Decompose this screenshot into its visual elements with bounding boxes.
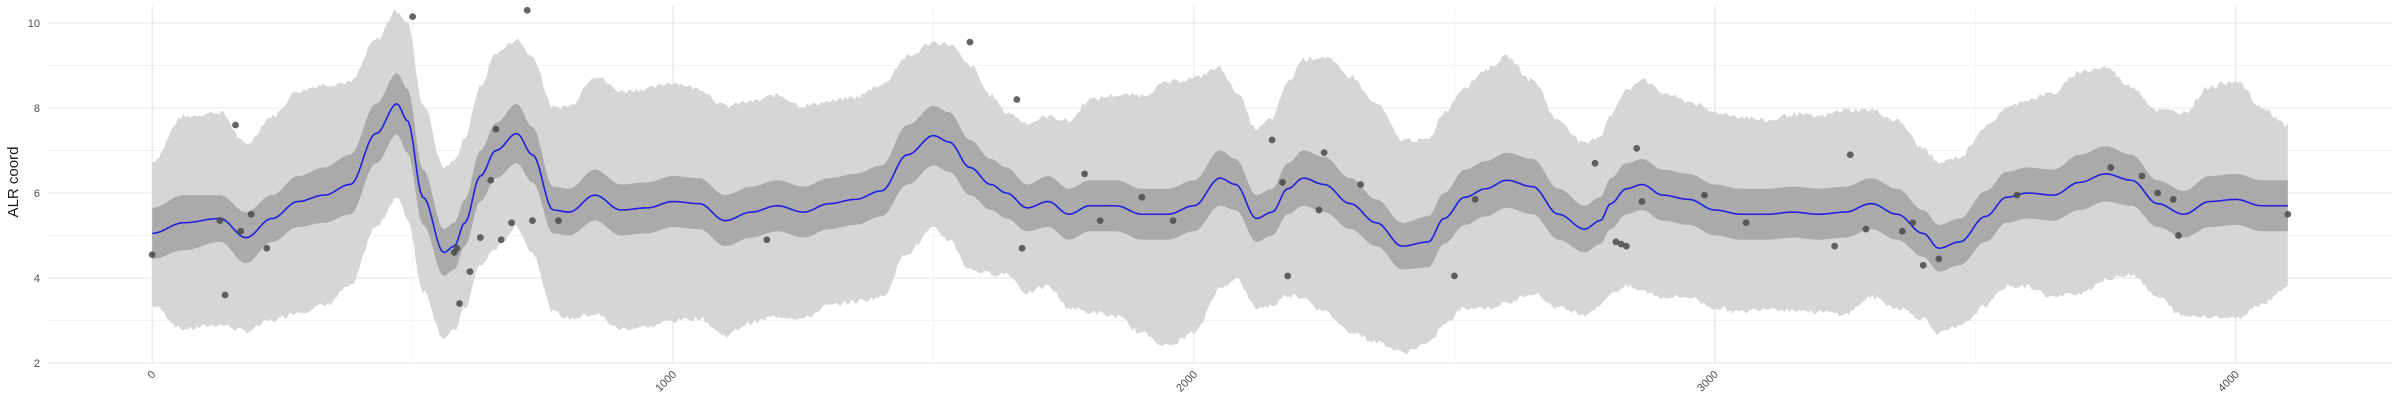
data-point	[1096, 217, 1104, 225]
data-point	[2138, 172, 2146, 180]
data-point	[216, 217, 224, 225]
y-axis-title: ALR coord	[5, 147, 22, 218]
data-point	[221, 291, 229, 299]
y-tick-label: 2	[34, 358, 40, 370]
data-point	[237, 227, 245, 235]
y-tick-label: 4	[34, 273, 40, 285]
data-point	[529, 217, 536, 225]
data-point	[1862, 225, 1870, 233]
data-point	[409, 13, 417, 21]
data-point	[1622, 242, 1630, 250]
y-tick-label: 8	[34, 103, 40, 115]
data-point	[148, 251, 156, 259]
data-point	[763, 236, 771, 244]
data-point	[1451, 272, 1458, 280]
data-point	[2175, 232, 2182, 239]
data-point	[1284, 272, 1292, 280]
data-point	[1279, 178, 1286, 186]
data-point	[1935, 255, 1943, 263]
data-point	[453, 244, 461, 252]
mean-line-layer	[152, 102, 2288, 254]
data-point	[1268, 136, 1276, 144]
y-tick-label: 6	[34, 188, 40, 200]
data-point	[1633, 144, 1641, 152]
data-point	[1081, 170, 1088, 178]
data-point	[1742, 219, 1750, 227]
mean-line	[152, 102, 2288, 254]
data-point	[1018, 244, 1026, 252]
data-point	[1471, 195, 1479, 203]
data-point	[232, 121, 239, 129]
data-point	[1612, 238, 1620, 246]
data-point	[2107, 164, 2115, 171]
data-point	[1898, 227, 1906, 235]
data-point	[1591, 159, 1599, 167]
x-axis-ticks: 0 1000 2000 3000 4000	[145, 369, 2241, 395]
x-tick-label: 1000	[653, 369, 679, 395]
data-point	[2169, 195, 2177, 203]
data-point	[456, 300, 463, 307]
data-point	[497, 236, 505, 244]
data-point	[1169, 217, 1177, 225]
data-point	[1138, 193, 1146, 201]
x-tick-label: 2000	[1174, 369, 1200, 395]
points-layer	[148, 6, 2292, 307]
data-point	[1638, 198, 1646, 205]
data-point	[508, 219, 515, 227]
data-point	[1831, 242, 1839, 250]
data-point	[1909, 219, 1917, 227]
data-point	[1315, 206, 1323, 214]
y-axis-ticks: 2 4 6 8 10	[28, 18, 40, 370]
data-point	[1919, 261, 1927, 269]
data-point	[247, 210, 255, 218]
x-tick-label: 3000	[1695, 369, 1721, 395]
y-tick-label: 10	[28, 18, 40, 30]
data-point	[2154, 189, 2162, 197]
data-point	[263, 244, 271, 252]
data-point	[1846, 151, 1854, 159]
data-point	[1701, 191, 1708, 199]
x-tick-label: 4000	[2216, 369, 2242, 395]
data-point	[523, 6, 531, 14]
data-point	[492, 125, 500, 133]
data-point	[476, 234, 484, 242]
data-point	[466, 268, 474, 276]
data-point	[1357, 181, 1365, 188]
data-point	[487, 176, 495, 184]
x-tick-label: 0	[145, 369, 158, 382]
data-point	[966, 38, 974, 46]
data-point	[555, 217, 562, 225]
data-point	[1320, 149, 1328, 157]
data-point	[2013, 191, 2021, 199]
data-point	[1013, 96, 1021, 103]
data-point	[1617, 240, 1625, 248]
inner-credible-band	[152, 73, 2288, 276]
data-point	[2284, 210, 2292, 218]
inner-band-layer	[152, 73, 2288, 276]
